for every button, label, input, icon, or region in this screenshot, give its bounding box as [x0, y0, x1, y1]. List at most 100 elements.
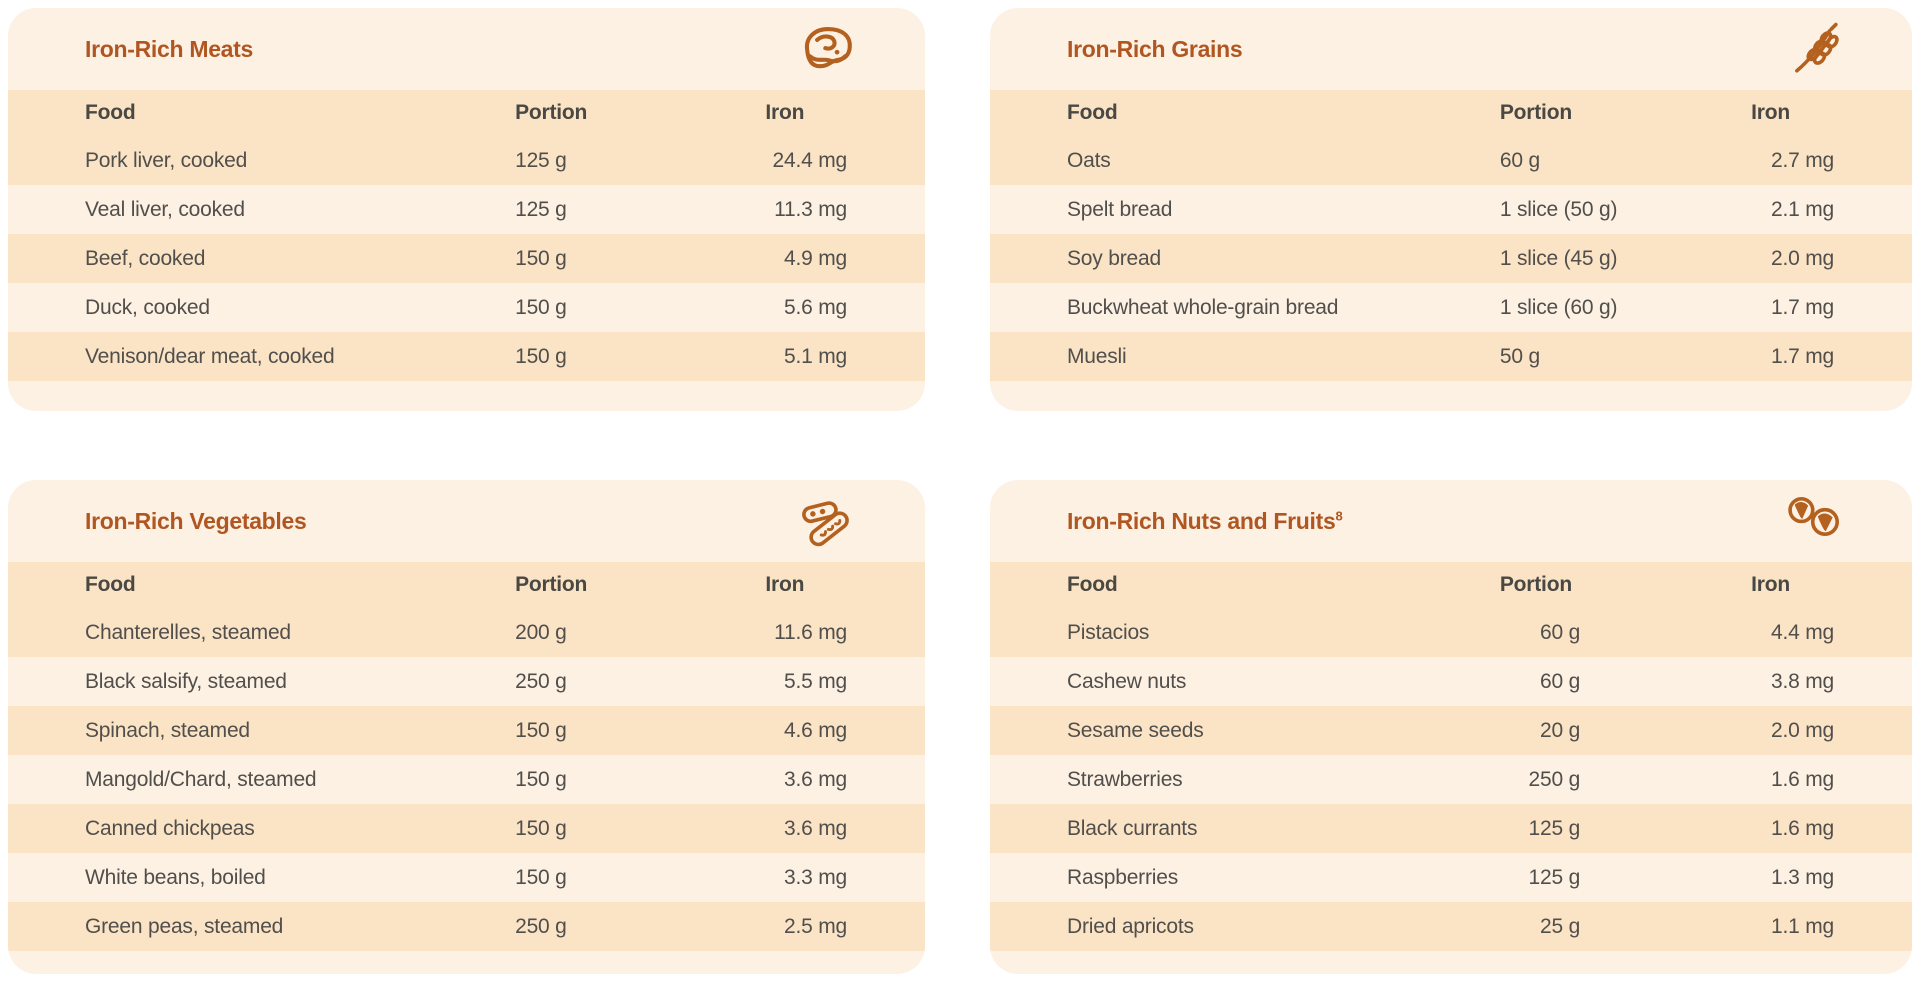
iron-table-vegetables: Food Portion Iron Chanterelles, steamed …: [8, 562, 925, 951]
column-header-food: Food: [990, 90, 1500, 136]
card-title: Iron-Rich Nuts and Fruits8: [1067, 507, 1343, 534]
column-header-food: Food: [990, 562, 1500, 608]
iron-cell: 4.9 mg: [688, 234, 925, 283]
iron-cell: 3.6 mg: [688, 804, 925, 853]
table-row: Pistacios 60 g 4.4 mg: [990, 608, 1912, 657]
portion-cell: 125 g: [515, 197, 567, 221]
portion-cell: 200 g: [515, 608, 689, 657]
portion-cell: 60 g: [1499, 136, 1675, 185]
table-row: Venison/dear meat, cooked 150 g 5.1 mg: [8, 332, 925, 381]
portion-cell: 150 g: [515, 234, 689, 283]
card-header: Iron-Rich Nuts and Fruits8: [990, 480, 1912, 562]
iron-table-meats: Food Portion Iron Pork liver, cooked 125…: [8, 90, 925, 381]
iron-cell: 1.6 mg: [1771, 767, 1834, 791]
iron-table-grains: Food Portion Iron Oats 60 g 2.7 mg Spelt…: [990, 90, 1912, 381]
portion-cell: 1 slice (45 g): [1499, 234, 1675, 283]
iron-cell: 1.7 mg: [1674, 332, 1912, 381]
table-row: Pork liver, cooked 125 g 24.4 mg: [8, 136, 925, 185]
table-row: Veal liver, cooked 125 g 11.3 mg: [8, 185, 925, 234]
wheat-icon: [1786, 20, 1844, 78]
table-row: Canned chickpeas 150 g 3.6 mg: [8, 804, 925, 853]
food-cell: Strawberries: [1067, 767, 1183, 791]
table-row: Mangold/Chard, steamed 150 g 3.6 mg: [8, 755, 925, 804]
column-header-portion: Portion: [1499, 90, 1675, 136]
food-cell: Oats: [990, 136, 1500, 185]
iron-cell: 11.6 mg: [688, 608, 925, 657]
portion-cell: 150 g: [515, 332, 689, 381]
portion-cell: 250 g: [1528, 767, 1581, 791]
column-header-iron: Iron: [1674, 562, 1912, 608]
table-row: Spinach, steamed 150 g 4.6 mg: [8, 706, 925, 755]
food-cell: Venison/dear meat, cooked: [8, 332, 516, 381]
portion-cell: 150 g: [515, 865, 567, 889]
card-header: Iron-Rich Grains: [990, 8, 1912, 90]
table-row: Raspberries 125 g 1.3 mg: [990, 853, 1912, 902]
table-row: Dried apricots 25 g 1.1 mg: [990, 902, 1912, 951]
iron-cell: 1.7 mg: [1771, 295, 1834, 319]
food-cell: Beef, cooked: [8, 234, 516, 283]
title-footnote: 8: [1335, 507, 1343, 523]
iron-cell: 5.5 mg: [784, 669, 847, 693]
nuts-icon: [1786, 492, 1844, 550]
food-cell: Buckwheat whole-grain bread: [1067, 295, 1339, 319]
portion-cell: 1 slice (50 g): [1499, 197, 1618, 221]
iron-cell: 5.1 mg: [688, 332, 925, 381]
food-cell: Muesli: [990, 332, 1500, 381]
column-header-iron: Iron: [688, 90, 925, 136]
card-iron-rich-grains: Iron-Rich Grains Food Porti: [990, 8, 1912, 411]
food-cell: Dried apricots: [990, 902, 1500, 951]
portion-cell: 60 g: [1499, 608, 1675, 657]
portion-cell: 250 g: [515, 902, 689, 951]
iron-cell: 2.5 mg: [688, 902, 925, 951]
table-row: Black salsify, steamed 250 g 5.5 mg: [8, 657, 925, 706]
food-cell: Black salsify, steamed: [85, 669, 287, 693]
portion-cell: 150 g: [515, 706, 689, 755]
iron-cell: 3.6 mg: [784, 767, 847, 791]
column-header-portion: Portion: [1499, 562, 1675, 608]
portion-cell: 125 g: [1499, 804, 1675, 853]
iron-cell: 1.6 mg: [1674, 804, 1912, 853]
portion-cell: 60 g: [1540, 669, 1581, 693]
card-iron-rich-nuts-and-fruits: Iron-Rich Nuts and Fruits8 Food Portion …: [990, 480, 1912, 974]
iron-cell: 3.3 mg: [784, 865, 847, 889]
table-row: White beans, boiled 150 g 3.3 mg: [8, 853, 925, 902]
portion-cell: 125 g: [515, 136, 689, 185]
iron-cell: 2.7 mg: [1674, 136, 1912, 185]
card-title: Iron-Rich Grains: [1067, 35, 1243, 62]
table-row: Strawberries 250 g 1.6 mg: [990, 755, 1912, 804]
iron-cell: 1.1 mg: [1674, 902, 1912, 951]
table-row: Sesame seeds 20 g 2.0 mg: [990, 706, 1912, 755]
table-row: Soy bread 1 slice (45 g) 2.0 mg: [990, 234, 1912, 283]
table-row: Beef, cooked 150 g 4.9 mg: [8, 234, 925, 283]
steak-icon: [799, 20, 857, 78]
portion-cell: 150 g: [515, 295, 567, 319]
iron-cell: 2.0 mg: [1674, 706, 1912, 755]
portion-cell: 150 g: [515, 804, 689, 853]
food-cell: Green peas, steamed: [8, 902, 516, 951]
iron-cell: 2.0 mg: [1674, 234, 1912, 283]
iron-cell: 11.3 mg: [774, 197, 847, 221]
card-iron-rich-meats: Iron-Rich Meats Food Portion Iron: [8, 8, 925, 411]
column-header-food: Food: [8, 90, 516, 136]
food-cell: Raspberries: [1067, 865, 1179, 889]
iron-cell: 1.3 mg: [1771, 865, 1834, 889]
food-cell: Veal liver, cooked: [85, 197, 245, 221]
column-header-portion: Portion: [515, 90, 689, 136]
food-cell: Chanterelles, steamed: [8, 608, 516, 657]
card-header: Iron-Rich Vegetables: [8, 480, 925, 562]
iron-cell: 2.1 mg: [1771, 197, 1834, 221]
portion-cell: 150 g: [515, 767, 567, 791]
table-row: Cashew nuts 60 g 3.8 mg: [990, 657, 1912, 706]
food-cell: Pistacios: [990, 608, 1500, 657]
card-iron-rich-vegetables: Iron-Rich Vegetables: [8, 480, 925, 974]
iron-cell: 24.4 mg: [688, 136, 925, 185]
food-cell: Duck, cooked: [85, 295, 210, 319]
iron-cell: 4.6 mg: [688, 706, 925, 755]
iron-cell: 3.8 mg: [1771, 669, 1834, 693]
food-cell: Black currants: [990, 804, 1500, 853]
card-title: Iron-Rich Vegetables: [85, 507, 307, 534]
table-row: Chanterelles, steamed 200 g 11.6 mg: [8, 608, 925, 657]
table-row: Duck, cooked 150 g 5.6 mg: [8, 283, 925, 332]
portion-cell: 50 g: [1499, 332, 1675, 381]
